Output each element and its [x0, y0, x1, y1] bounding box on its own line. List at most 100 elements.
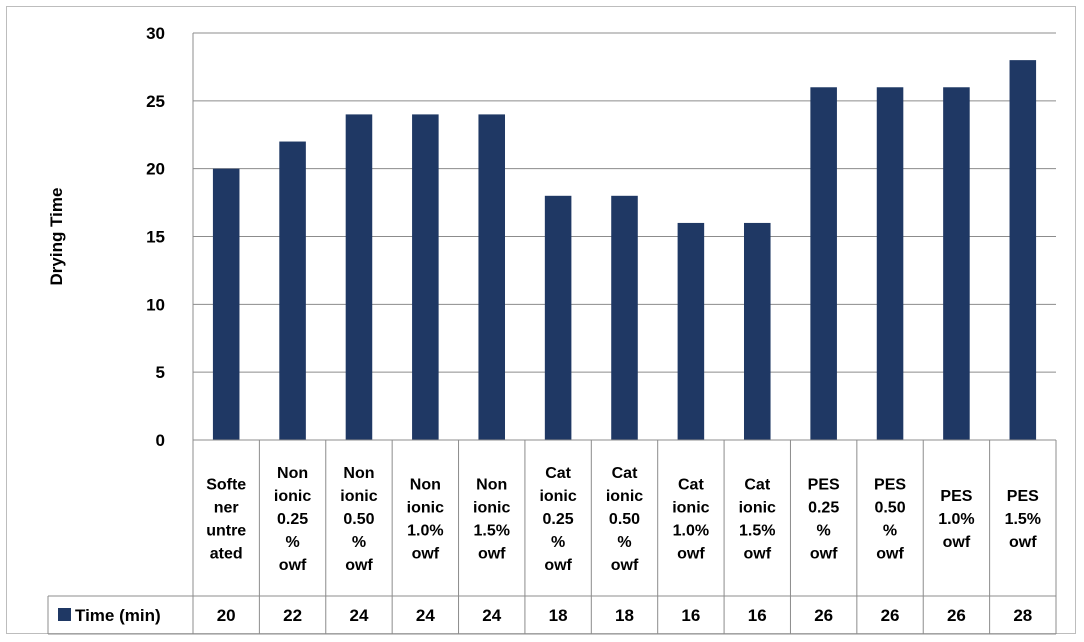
x-category-label: Non ionic 1.0% owf — [407, 477, 444, 563]
y-tick-label: 20 — [146, 160, 165, 179]
x-category-label-line: 0.25 — [808, 500, 839, 517]
x-category-label-line: Softe — [206, 477, 246, 494]
x-category-label-line: Cat — [678, 477, 704, 494]
x-category-label: PES 1.0% owf — [938, 488, 974, 551]
data-table: Softe ner untre ated Non ionic 0.25% owf Non ioni… — [47, 439, 1057, 635]
data-value-label: 24 — [350, 606, 369, 625]
data-value-label: 26 — [947, 606, 966, 625]
x-category-label-line: 0.25 — [277, 511, 308, 528]
x-category-label-line: % — [285, 534, 299, 551]
x-category-label: Cat ionic 1.0% owf — [672, 477, 709, 563]
x-category-label-line: owf — [1009, 534, 1037, 551]
x-category-label-line: % — [617, 534, 631, 551]
x-category-label-line: owf — [743, 546, 771, 563]
y-tick-label: 0 — [156, 431, 165, 450]
data-value-label: 18 — [549, 606, 568, 625]
x-category-label: PES 0.50% owf — [874, 477, 906, 563]
x-category-label-line: ionic — [274, 488, 311, 505]
x-category-label-line: ionic — [606, 488, 643, 505]
x-category-label-line: owf — [810, 546, 838, 563]
x-category-label: Non ionic 1.5% owf — [473, 477, 510, 563]
x-category-label-line: owf — [279, 557, 307, 574]
x-category-label-line: Non — [343, 465, 374, 482]
bar — [345, 114, 373, 441]
bar — [943, 87, 970, 441]
data-value-label: 22 — [283, 606, 302, 625]
data-value-label: 16 — [681, 606, 700, 625]
x-category-label-line: 0.25 — [543, 511, 574, 528]
x-category-label-line: Cat — [612, 465, 638, 482]
x-category-label-line: ionic — [407, 500, 444, 517]
x-category-label-line: % — [352, 534, 366, 551]
bar — [1009, 60, 1037, 441]
x-category-label: Softe ner untre ated — [206, 477, 246, 563]
x-category-label-line: Non — [476, 477, 507, 494]
bar — [212, 168, 240, 440]
bar — [810, 87, 837, 441]
data-value-label: 26 — [881, 606, 900, 625]
data-value-label: 28 — [1013, 606, 1032, 625]
y-tick-label: 15 — [146, 228, 165, 247]
x-category-label-line: owf — [478, 546, 506, 563]
x-category-label: Non ionic 0.50% owf — [340, 465, 377, 574]
data-value-label: 16 — [748, 606, 767, 625]
bar — [611, 195, 638, 440]
x-category-label-line: ated — [210, 546, 243, 563]
x-category-label: Cat ionic 0.25% owf — [539, 465, 576, 574]
x-category-label-line: ionic — [340, 488, 377, 505]
x-category-label-line: 1.5% — [739, 523, 775, 540]
x-category-label-line: PES — [940, 488, 972, 505]
x-category-label-line: 1.5% — [1005, 511, 1041, 528]
bar — [544, 195, 572, 440]
bar — [743, 222, 771, 440]
x-category-label: PES 1.5% owf — [1005, 488, 1041, 551]
x-category-label-line: PES — [874, 477, 906, 494]
x-category-label-line: ionic — [739, 500, 776, 517]
x-category-label-line: ionic — [473, 500, 510, 517]
bar — [876, 87, 904, 441]
x-category-label-line: PES — [1007, 488, 1039, 505]
x-category-label-line: owf — [611, 557, 639, 574]
y-tick-label: 10 — [146, 295, 165, 314]
legend-label: Time (min) — [75, 606, 161, 625]
x-category-label-line: 0.50 — [343, 511, 374, 528]
x-category-label-line: Non — [410, 477, 441, 494]
x-category-label-line: owf — [345, 557, 373, 574]
y-tick-label: 25 — [146, 92, 165, 111]
x-category-label-line: 1.5% — [473, 523, 509, 540]
x-category-label-line: Cat — [744, 477, 770, 494]
x-category-label-line: ner — [214, 500, 239, 517]
x-category-label-line: % — [817, 523, 831, 540]
x-category-label-line: Non — [277, 465, 308, 482]
bar — [412, 114, 439, 441]
x-category-label-line: ionic — [672, 500, 709, 517]
data-value-label: 24 — [482, 606, 501, 625]
x-category-label-line: 0.50 — [609, 511, 640, 528]
x-category-label-line: % — [883, 523, 897, 540]
x-category-label-line: owf — [943, 534, 971, 551]
x-category-label-line: % — [551, 534, 565, 551]
bar — [677, 222, 705, 440]
bars — [212, 60, 1037, 441]
x-category-label-line: 1.0% — [938, 511, 974, 528]
legend-key — [58, 608, 71, 621]
data-value-label: 24 — [416, 606, 435, 625]
x-category-label-line: 1.0% — [673, 523, 709, 540]
x-category-label: Cat ionic 1.5% owf — [739, 477, 776, 563]
x-category-label: Non ionic 0.25% owf — [274, 465, 311, 574]
data-value-label: 20 — [217, 606, 236, 625]
x-category-label-line: 1.0% — [407, 523, 443, 540]
x-category-label-line: owf — [677, 546, 705, 563]
x-category-label: PES 0.25% owf — [808, 477, 840, 563]
bar — [478, 114, 506, 441]
y-axis-label: Drying Time — [47, 188, 66, 286]
y-tick-label: 5 — [156, 363, 165, 382]
x-category-label-line: 0.50 — [874, 500, 905, 517]
x-category-label-line: owf — [412, 546, 440, 563]
y-tick-label: 30 — [146, 24, 165, 43]
x-category-label: Cat ionic 0.50% owf — [606, 465, 643, 574]
x-category-label-line: ionic — [539, 488, 576, 505]
bar — [279, 141, 306, 441]
y-axis-ticks: 0 5 10 15 20 25 30 — [146, 24, 165, 450]
